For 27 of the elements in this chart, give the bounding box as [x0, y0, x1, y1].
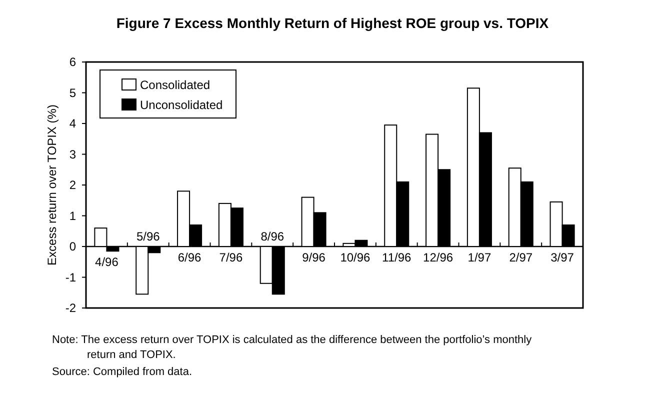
x-tick-label: 2/97	[509, 250, 533, 264]
x-tick-label: 11/96	[382, 250, 412, 264]
y-tick-label: 5	[69, 86, 76, 100]
x-tick-label: 7/96	[219, 250, 243, 264]
y-tick-label: -2	[65, 301, 76, 316]
x-tick-label: 6/96	[178, 250, 202, 264]
y-tick-label: 2	[69, 178, 76, 192]
y-tick-label: 6	[69, 55, 76, 70]
x-tick-label: 3/97	[550, 250, 574, 264]
legend-label: Unconsolidated	[140, 98, 223, 112]
source-note: Source: Compiled from data.	[52, 366, 192, 378]
y-tick-label: 1	[69, 208, 76, 223]
x-tick-label: 12/96	[423, 250, 454, 264]
y-tick-label: 0	[69, 240, 76, 254]
legend-label: Consolidated	[140, 78, 210, 92]
y-tick-label: -1	[65, 270, 76, 284]
x-tick-label: 4/96	[95, 255, 119, 270]
chart-title: Figure 7 Excess Monthly Return of Highest ROE group vs. TOPIX	[116, 15, 550, 31]
y-tick-label: 4	[69, 116, 76, 131]
x-tick-label: 9/96	[302, 250, 326, 264]
text: Note: The excess return over TOPIX is calculated as the difference between the portfolio’s monthly return and TOPIX.	[52, 334, 532, 361]
x-tick-label: 8/96	[260, 230, 284, 244]
x-tick-label: 1/97	[468, 250, 492, 264]
x-tick-label: 10/96	[340, 250, 371, 264]
y-axis-title: Excess return over TOPIX (%)	[45, 104, 59, 266]
x-tick-label: 5/96	[136, 230, 160, 244]
y-tick-label: 3	[69, 147, 76, 162]
